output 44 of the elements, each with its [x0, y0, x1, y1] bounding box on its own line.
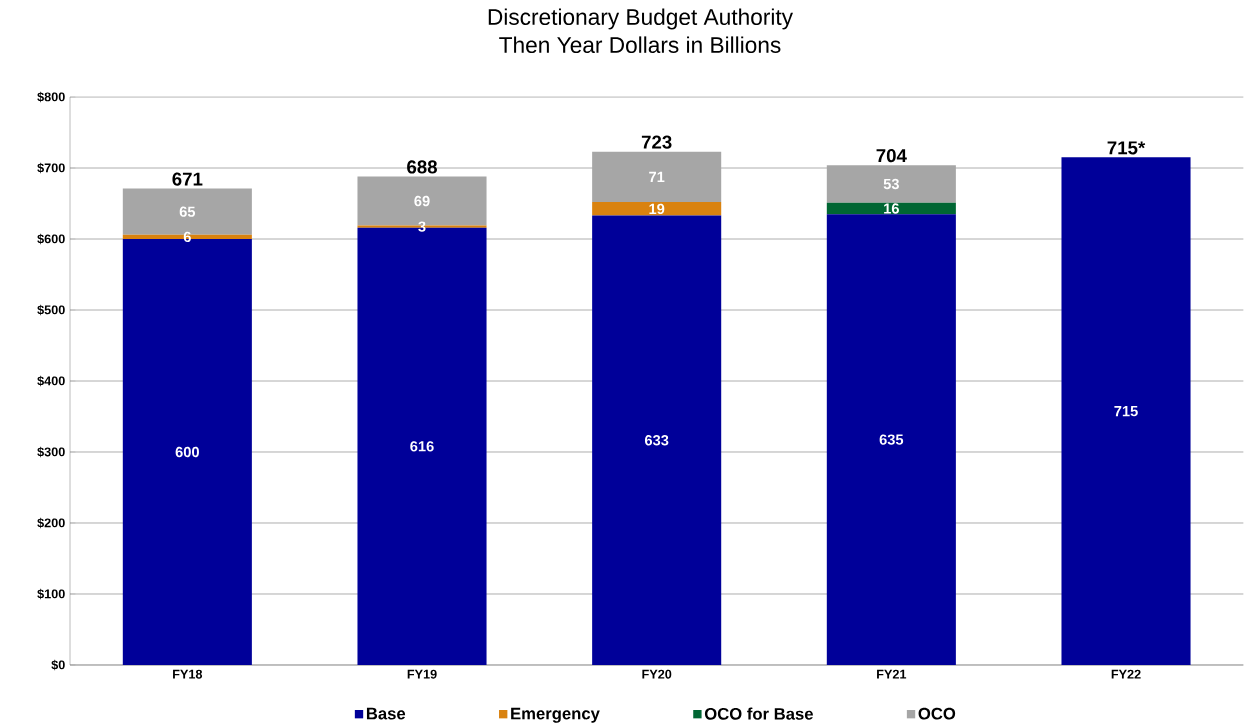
bar [826, 214, 956, 665]
y-tick-label: $400 [37, 375, 65, 387]
data-label: 616 [410, 441, 434, 452]
bar [826, 202, 956, 215]
bar [592, 215, 722, 665]
x-tick-label: FY20 [642, 669, 672, 679]
y-tick-label: $500 [37, 304, 65, 316]
total-label: 723 [641, 135, 672, 149]
data-label: 3 [418, 221, 426, 232]
bar [826, 165, 956, 203]
x-tick-label: FY18 [173, 669, 203, 679]
legend-label: OCO for Base [704, 707, 813, 720]
data-label: 715 [1114, 406, 1138, 417]
total-label: 671 [172, 172, 203, 186]
chart-title: Discretionary Budget Authority [488, 8, 793, 30]
total-label: 715* [1107, 141, 1146, 155]
data-label: 69 [414, 195, 430, 207]
x-tick-label: FY19 [407, 669, 437, 679]
y-tick-label: $600 [37, 233, 65, 245]
bar [592, 202, 722, 216]
legend-label: Emergency [511, 707, 600, 723]
bar [1061, 157, 1191, 665]
bar [592, 151, 722, 203]
data-label: 600 [175, 446, 199, 458]
legend-label: Base [366, 707, 406, 720]
data-label: 53 [883, 178, 899, 190]
total-label: 704 [876, 149, 907, 163]
total-label: 688 [407, 160, 437, 174]
x-tick-label: FY22 [1111, 669, 1141, 679]
data-label: 633 [644, 435, 669, 446]
data-label: 71 [649, 171, 665, 182]
y-tick-label: $300 [37, 446, 65, 458]
x-tick-label: FY21 [877, 669, 907, 679]
data-label: 635 [879, 434, 904, 445]
data-label: 65 [179, 206, 196, 217]
legend-label: OCO [918, 707, 956, 720]
y-tick-label: $0 [51, 659, 65, 671]
y-tick-label: $200 [37, 517, 65, 529]
chart-subtitle: Then Year Dollars in Billions [499, 36, 781, 54]
y-tick-label: $800 [37, 91, 65, 103]
data-label: 16 [884, 203, 899, 214]
data-label: 19 [649, 203, 665, 215]
y-tick-label: $700 [37, 162, 65, 174]
y-tick-label: $100 [37, 588, 65, 600]
